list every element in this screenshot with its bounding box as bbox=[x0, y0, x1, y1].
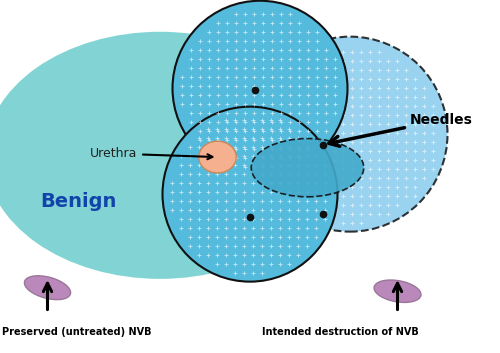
Ellipse shape bbox=[374, 280, 421, 303]
Text: Benign: Benign bbox=[40, 192, 117, 211]
Circle shape bbox=[252, 37, 448, 232]
Text: Intended destruction of NVB: Intended destruction of NVB bbox=[262, 327, 419, 337]
Text: Urethra: Urethra bbox=[90, 147, 212, 160]
Text: Needles: Needles bbox=[329, 113, 473, 146]
Ellipse shape bbox=[0, 32, 335, 279]
Ellipse shape bbox=[199, 141, 236, 173]
Circle shape bbox=[172, 1, 348, 176]
Ellipse shape bbox=[252, 138, 364, 197]
Circle shape bbox=[162, 107, 338, 282]
Text: Preserved (untreated) NVB: Preserved (untreated) NVB bbox=[2, 327, 152, 337]
Ellipse shape bbox=[24, 276, 70, 300]
